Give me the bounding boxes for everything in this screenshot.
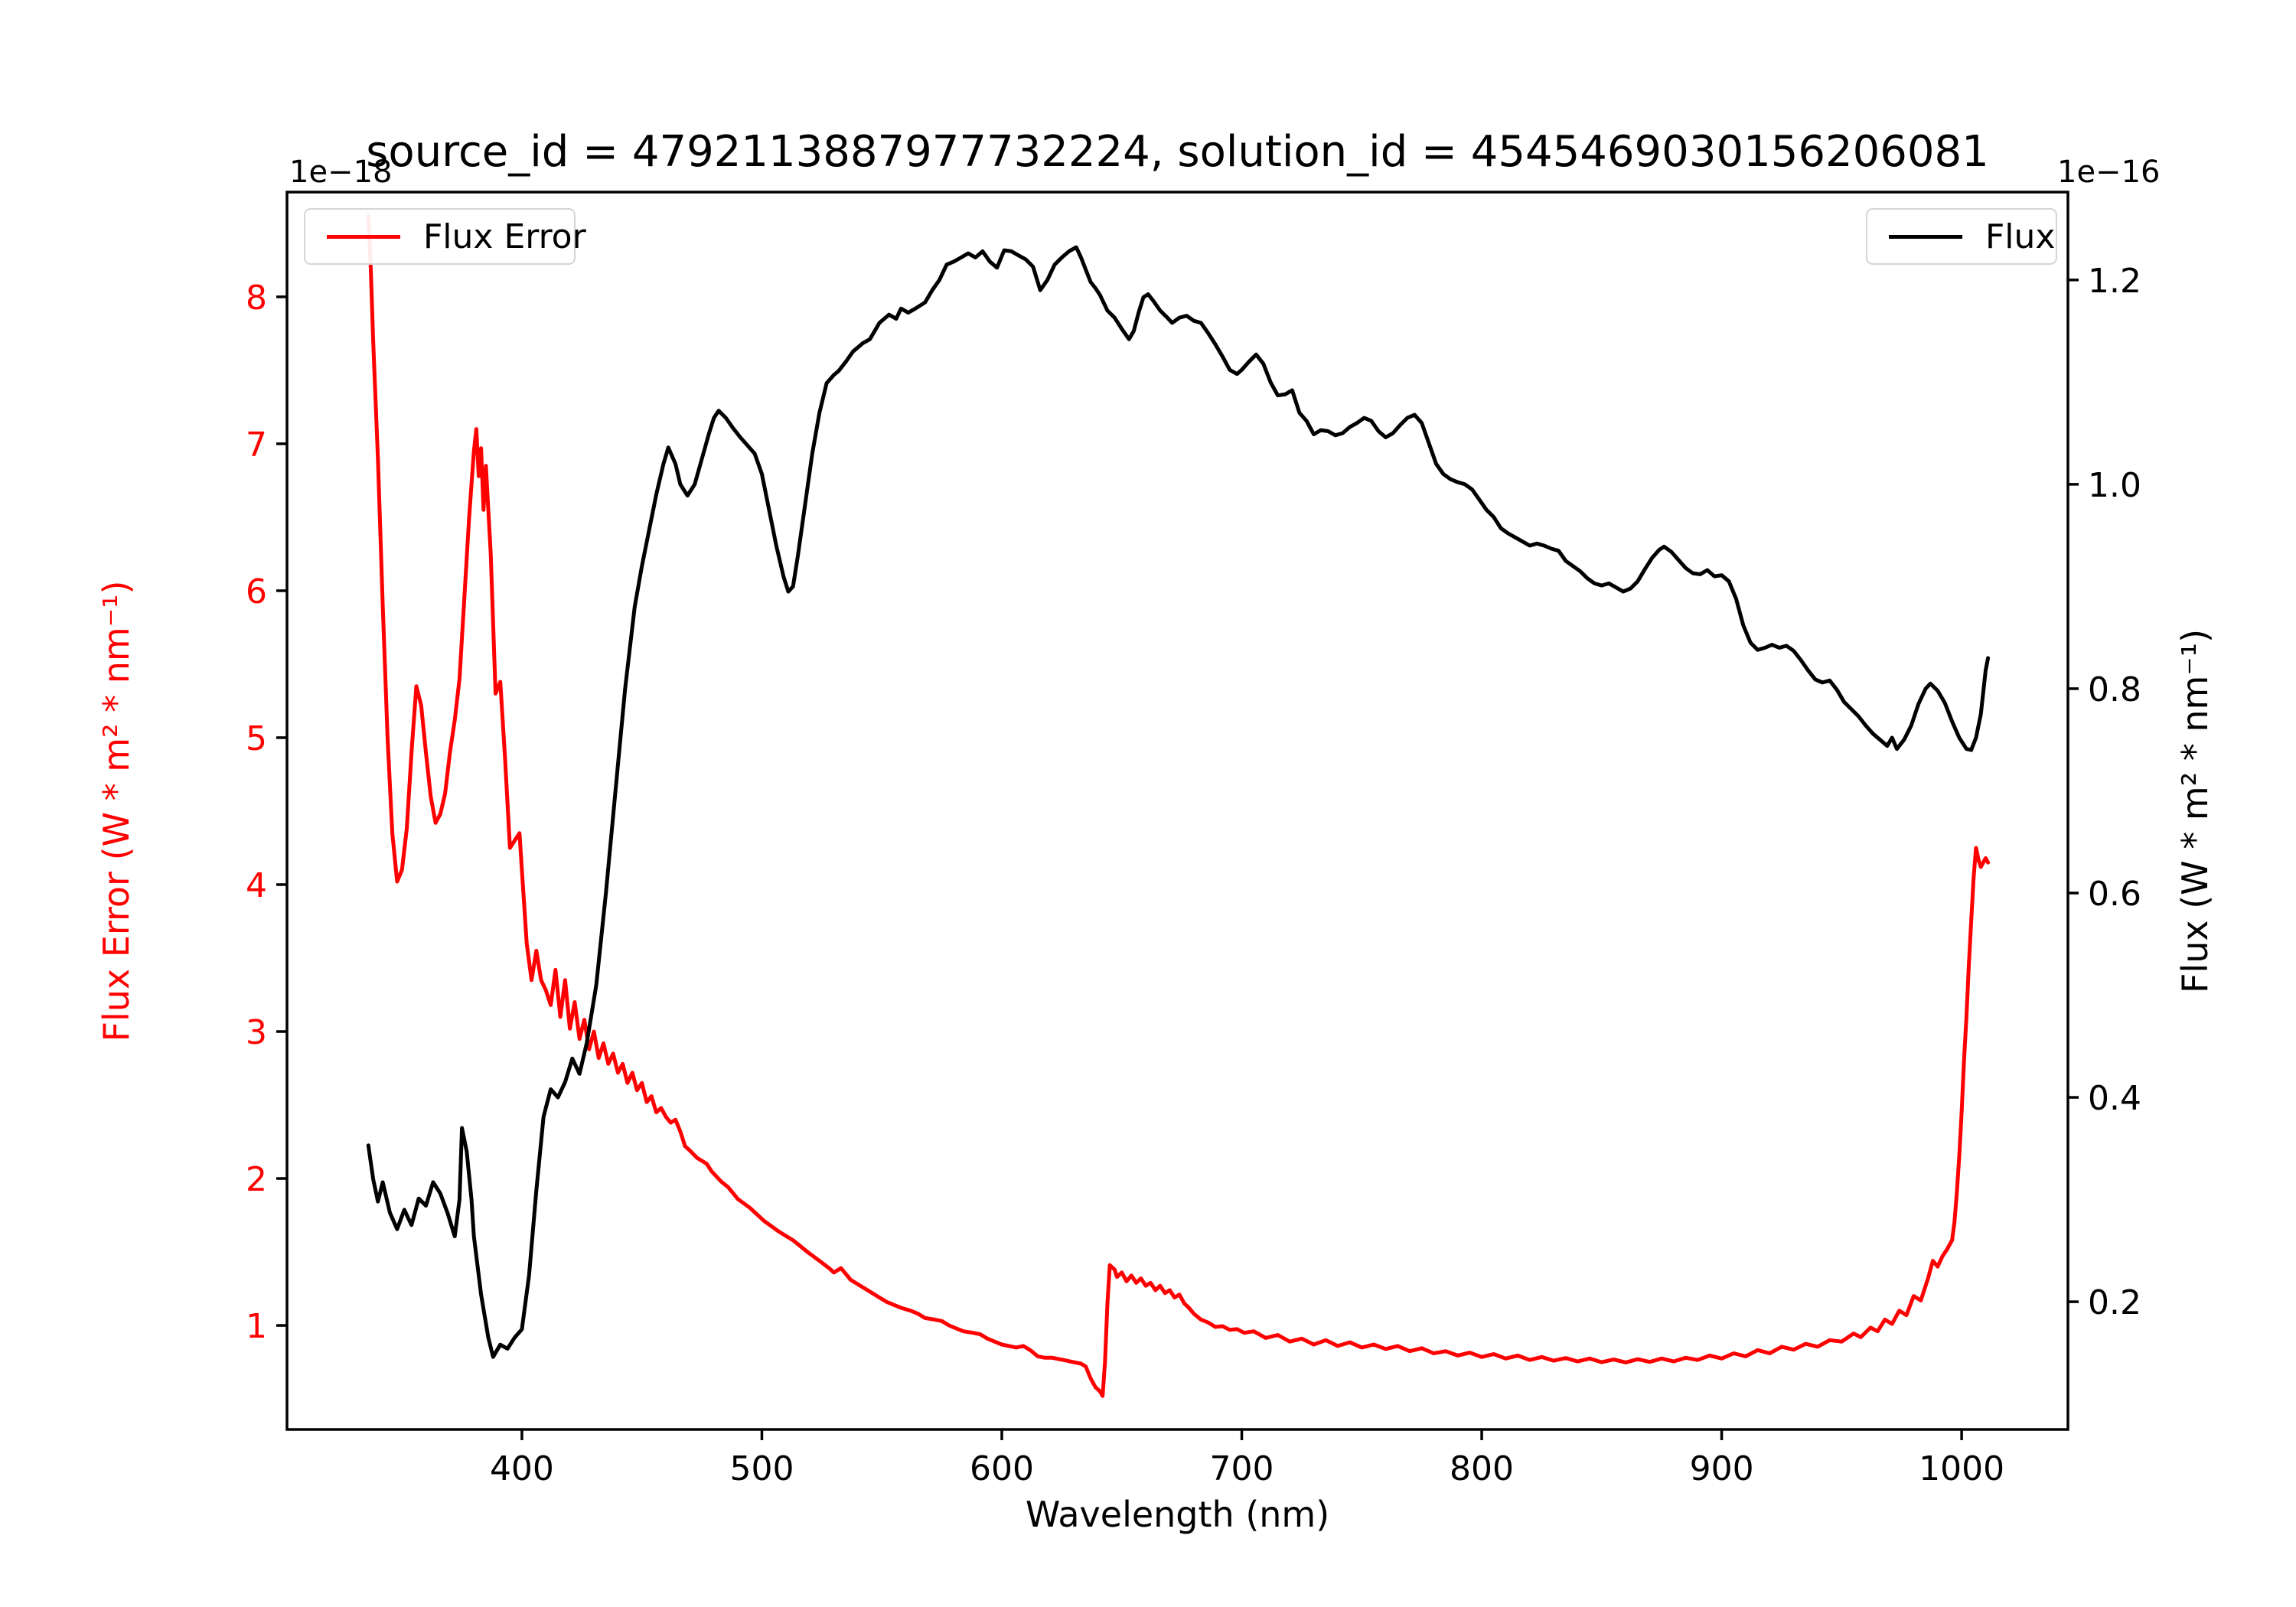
x-tick-label: 600 — [970, 1449, 1034, 1488]
left-y-tick-label: 3 — [246, 1013, 267, 1052]
legend-flux-error: Flux Error — [304, 208, 586, 265]
left-axis-scale-offset: 1e−18 — [289, 155, 393, 190]
left-y-tick-label: 7 — [246, 425, 267, 464]
left-y-tick-label: 1 — [246, 1307, 267, 1346]
left-y-tick-label: 6 — [246, 572, 267, 611]
right-y-tick-label: 1.2 — [2088, 262, 2141, 301]
axes-frame — [285, 191, 2069, 1431]
left-y-tick-label: 4 — [246, 866, 267, 905]
right-y-tick-label: 0.2 — [2088, 1283, 2141, 1322]
left-y-tick-label: 2 — [246, 1160, 267, 1199]
x-tick-label: 900 — [1690, 1449, 1754, 1488]
x-tick-label: 700 — [1210, 1449, 1274, 1488]
left-y-tick-label: 8 — [246, 279, 267, 318]
left-y-tick-label: 5 — [246, 719, 267, 758]
legend-flux: Flux — [1866, 208, 2057, 265]
legend-flux-label: Flux — [1985, 217, 2056, 256]
flux-line-sample — [1889, 234, 1962, 239]
x-tick-label: 800 — [1450, 1449, 1514, 1488]
left-y-axis-label: Flux Error (W * m² * nm⁻¹) — [96, 580, 137, 1042]
right-y-tick-label: 0.4 — [2088, 1079, 2141, 1118]
right-y-tick-label: 1.0 — [2088, 466, 2141, 505]
tick-marks — [276, 279, 2079, 1440]
x-axis-label: Wavelength (nm) — [1025, 1494, 1330, 1535]
x-tick-label: 500 — [729, 1449, 794, 1488]
right-y-axis-label: Flux (W * m² * nm⁻¹) — [2174, 628, 2216, 994]
legend-flux-error-label: Flux Error — [423, 217, 586, 256]
chart-title: source_id = 4792113887977732224, solutio… — [366, 127, 1989, 177]
right-y-tick-label: 0.6 — [2088, 875, 2141, 914]
flux-error-curve — [366, 214, 1991, 1398]
flux-curve — [366, 245, 1991, 1359]
x-tick-label: 400 — [490, 1449, 554, 1488]
flux-error-line-sample — [327, 234, 400, 239]
right-y-tick-label: 0.8 — [2088, 670, 2141, 709]
right-axis-scale-offset: 1e−16 — [2057, 155, 2161, 190]
x-tick-label: 1000 — [1919, 1449, 2004, 1488]
tick-labels: 400 500 600 700 800 900 1000 1 2 3 4 5 6 7 8 0.2 0.4 0.6 0… — [246, 262, 2141, 1488]
